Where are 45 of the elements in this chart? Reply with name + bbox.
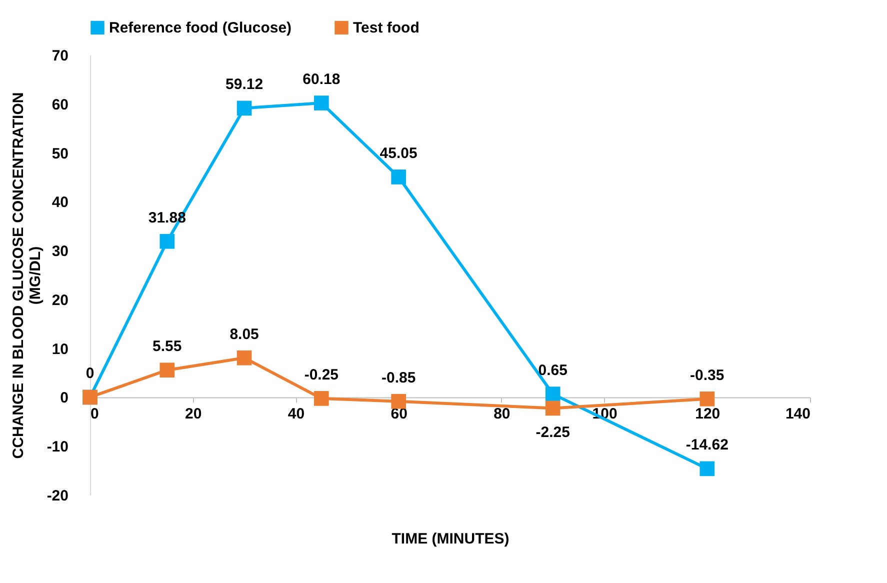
point <box>314 391 329 406</box>
x-tick-label: 40 <box>288 406 305 423</box>
point <box>236 100 252 116</box>
data-label: 5.55 <box>152 338 182 356</box>
data-label: -0.25 <box>304 366 339 384</box>
y-tick-label: 70 <box>52 48 68 64</box>
y-tick-label: 20 <box>52 292 68 309</box>
y-tick-label: 0 <box>60 390 68 407</box>
y-tick-label: 40 <box>52 194 68 212</box>
y-tick-label: 50 <box>52 145 68 162</box>
y-axis-title: CCHANGE IN BLOOD GLUCOSE CONCENTRATION (MG/DL) <box>10 92 44 459</box>
x-tick-label: 120 <box>695 406 720 423</box>
point <box>314 96 329 110</box>
y-tick-label: 10 <box>52 340 68 358</box>
legend-label: Test food <box>353 20 420 37</box>
data-label: 0.65 <box>538 362 568 380</box>
x-tick-label: 0 <box>90 406 99 423</box>
y-tick-label: 30 <box>52 243 68 260</box>
point <box>700 392 715 406</box>
data-label: 8.05 <box>230 326 259 343</box>
x-tick-label: 20 <box>185 406 202 423</box>
point <box>391 394 406 409</box>
x-tick-label: 80 <box>494 406 510 423</box>
y-tick-label: -10 <box>46 438 68 456</box>
point <box>545 400 560 416</box>
x-axis-title: TIME (MINUTES) <box>392 530 510 548</box>
y-tick-label: -20 <box>46 488 68 504</box>
x-tick-label: 60 <box>390 406 408 423</box>
y-tick-label: 60 <box>52 96 68 114</box>
point <box>700 461 715 476</box>
data-label: -0.85 <box>381 369 416 386</box>
point <box>391 170 406 184</box>
point <box>236 350 252 366</box>
data-label: 59.12 <box>226 76 264 94</box>
data-label: 0 <box>86 365 94 382</box>
point <box>160 362 175 378</box>
x-tick-label: 140 <box>785 406 810 423</box>
point <box>160 234 175 249</box>
data-label: 45.05 <box>380 144 418 162</box>
data-label: -0.35 <box>690 366 724 384</box>
point <box>545 386 560 402</box>
data-label: 60.18 <box>302 71 340 88</box>
data-label: -2.25 <box>536 424 570 442</box>
legend-label: Reference food (Glucose) <box>109 20 292 37</box>
data-label: -14.62 <box>686 436 728 454</box>
